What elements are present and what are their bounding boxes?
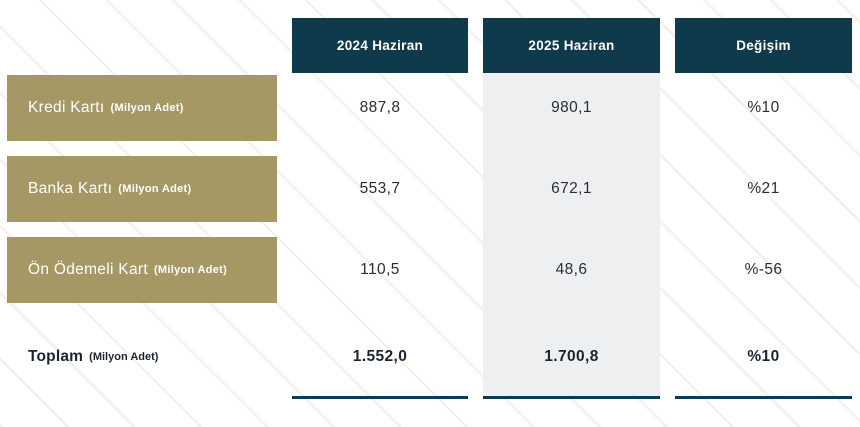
column-header-2025-haziran: 2025 Haziran xyxy=(483,18,660,73)
total-value-change: %10 xyxy=(747,348,780,365)
cell-kredi-karti-2025: 980,1 xyxy=(551,99,592,116)
cell-banka-karti-change: %21 xyxy=(747,180,780,197)
total-value-2025: 1.700,8 xyxy=(544,348,599,365)
cell-kredi-karti-change: %10 xyxy=(747,99,780,116)
row-label-text: Ön Ödemeli Kart xyxy=(28,261,148,278)
row-label-text: Banka Kartı xyxy=(28,180,113,197)
total-underline-2024 xyxy=(292,396,468,399)
row-label-unit: (Milyon Adet) xyxy=(153,264,228,276)
row-label-kredi-karti: Kredi Kartı (Milyon Adet) xyxy=(7,75,277,141)
column-header-label: Değişim xyxy=(736,38,791,53)
cell-kredi-karti-2024: 887,8 xyxy=(359,99,401,116)
total-underline-change xyxy=(675,396,852,399)
highlight-column-2025 xyxy=(483,73,660,399)
column-header-label: 2025 Haziran xyxy=(528,38,615,53)
cell-on-odemeli-change: %-56 xyxy=(744,261,783,278)
row-label-text: Kredi Kartı xyxy=(28,99,105,116)
column-header-2024-haziran: 2024 Haziran xyxy=(292,18,468,73)
total-label-text: Toplam xyxy=(28,348,84,365)
column-header-degisim: Değişim xyxy=(675,18,852,73)
row-label-unit: (Milyon Adet) xyxy=(118,183,192,195)
row-label-unit: (Milyon Adet) xyxy=(110,102,184,114)
column-header-label: 2024 Haziran xyxy=(336,38,424,53)
total-row-label: Toplam (Milyon Adet) xyxy=(7,324,293,390)
cell-banka-karti-2024: 553,7 xyxy=(359,180,401,197)
cell-on-odemeli-2025: 48,6 xyxy=(555,261,588,278)
row-label-banka-karti: Banka Kartı (Milyon Adet) xyxy=(7,156,277,222)
total-label-unit: (Milyon Adet) xyxy=(89,351,159,363)
cell-banka-karti-2025: 672,1 xyxy=(551,180,592,197)
row-label-on-odemeli-kart: Ön Ödemeli Kart (Milyon Adet) xyxy=(7,237,277,303)
total-value-2024: 1.552,0 xyxy=(352,348,408,365)
cell-on-odemeli-2024: 110,5 xyxy=(360,261,400,278)
total-underline-2025 xyxy=(483,396,660,399)
